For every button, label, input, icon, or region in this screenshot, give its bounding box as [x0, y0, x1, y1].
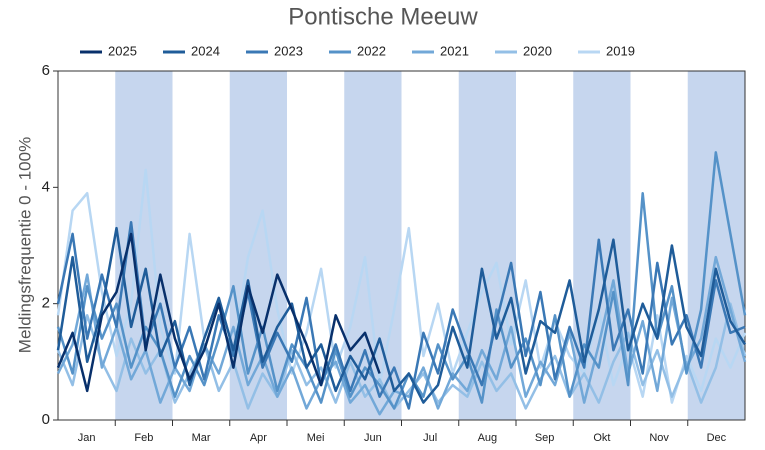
series-line — [56, 232, 381, 393]
series-line — [56, 220, 746, 410]
x-tick-label: Mei — [307, 432, 325, 444]
y-axis-label: Meldingsfrequentie 0 - 100% — [15, 137, 34, 353]
legend-label: 2020 — [523, 43, 552, 58]
y-tick-label: 4 — [42, 178, 50, 195]
legend-label: 2025 — [108, 43, 137, 58]
legend-label: 2023 — [274, 43, 303, 58]
y-tick-label: 6 — [42, 62, 50, 79]
y-tick-label: 0 — [42, 411, 50, 428]
x-tick-label: Aug — [478, 432, 498, 444]
x-tick-label: Jul — [423, 432, 437, 444]
x-tick-label: Mar — [192, 432, 211, 444]
legend-label: 2021 — [440, 43, 469, 58]
x-tick-label: Sep — [535, 432, 555, 444]
plot-frame — [57, 70, 746, 421]
legend-label: 2019 — [606, 43, 635, 58]
month-band — [229, 71, 287, 420]
chart-title: Pontische Meeuw — [288, 3, 478, 30]
legend-label: 2022 — [357, 43, 386, 58]
x-tick-label: Nov — [649, 432, 669, 444]
x-tick-label: Feb — [134, 432, 153, 444]
legend-label: 2024 — [191, 43, 220, 58]
y-tick-label: 2 — [42, 295, 50, 312]
x-tick-label: Jan — [78, 432, 96, 444]
month-band — [573, 71, 631, 420]
x-tick-label: Apr — [250, 432, 267, 444]
x-tick-label: Dec — [707, 432, 727, 444]
x-tick-label: Okt — [593, 432, 610, 444]
x-tick-label: Jun — [364, 432, 382, 444]
